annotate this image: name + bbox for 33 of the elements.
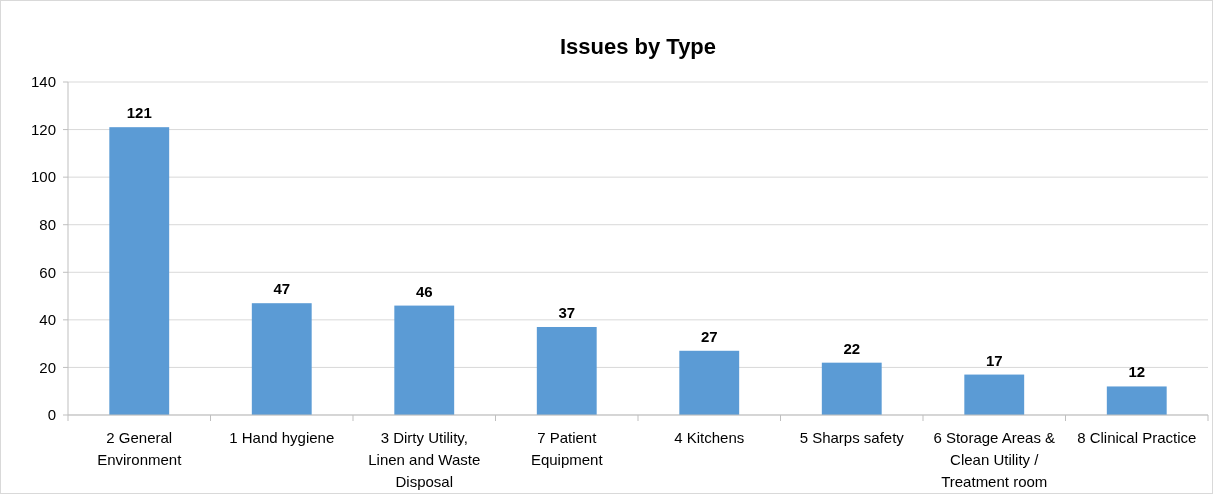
y-tick-label: 0 [47,406,56,424]
bar [679,350,740,415]
bar [251,303,312,415]
data-label: 17 [985,351,1003,369]
x-tick-label: 6 Storage Areas & Clean Utility / Treatment room [933,429,1056,490]
y-tick-label: 20 [39,358,56,376]
bar [536,326,597,415]
bar [821,362,882,415]
data-label: 121 [126,104,152,122]
bar [394,305,455,415]
data-label: 47 [273,280,291,298]
x-tick-label: 8 Clinical Practice [1077,429,1197,446]
bar [1106,386,1167,415]
bar [964,374,1025,415]
y-tick-label: 60 [39,263,56,281]
x-tick-label: 7 Patient Equipment [530,429,604,468]
data-label: 27 [700,327,718,345]
data-label: 37 [558,303,576,321]
x-tick-label: 4 Kitchens [674,429,745,446]
y-tick-label: 100 [30,168,56,186]
x-tick-label: 5 Sharps safety [799,429,905,446]
data-label: 46 [415,282,433,300]
x-tick-label: 2 General Environment [97,429,183,468]
bar [109,127,170,415]
data-label: 12 [1128,363,1146,381]
y-tick-label: 80 [39,215,56,233]
data-label: 22 [843,339,861,357]
x-tick-label: 3 Dirty Utility, Linen and Waste Disposal [368,429,481,490]
y-tick-label: 120 [30,120,56,138]
x-tick-label: 1 Hand hygiene [229,429,335,446]
y-tick-label: 140 [30,73,56,91]
chart-title: Issues by Type [559,34,717,59]
y-tick-label: 40 [39,311,56,329]
